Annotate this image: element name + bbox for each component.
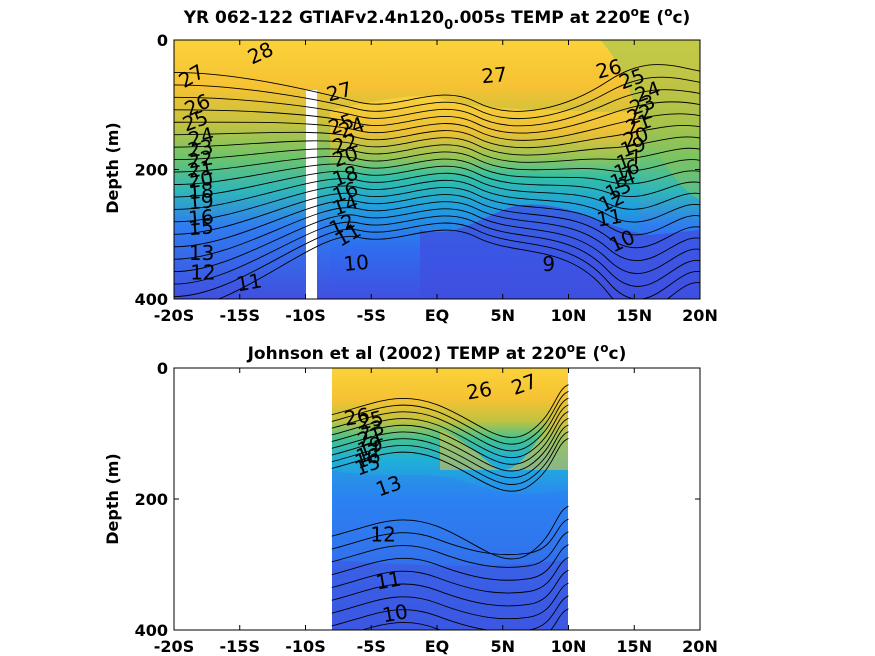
contour-label: 9 (542, 252, 555, 276)
contour-label: 13 (189, 241, 214, 265)
contour-line (331, 582, 569, 620)
x-tick-label: -5S (357, 637, 386, 656)
contour-line (331, 397, 569, 452)
x-tick-label: -15S (220, 306, 260, 325)
x-tick-label: 20N (682, 306, 718, 325)
contour-line (174, 208, 700, 274)
contour-label: 23 (186, 134, 215, 162)
contour-label: 27 (481, 62, 508, 88)
contour-line (174, 194, 700, 249)
contour-label: 10 (342, 250, 369, 276)
y-tick-label: 200 (135, 161, 168, 180)
contour-line (174, 172, 700, 210)
contour-line (331, 438, 569, 492)
x-tick-label: -20S (154, 306, 194, 325)
y-tick-label: 200 (135, 490, 168, 509)
contour-line (174, 101, 700, 134)
contour-line (174, 144, 700, 163)
x-tick-label: EQ (425, 637, 450, 656)
chart-title: YR 062-122 GTIAFv2.4n1200.005s TEMP at 2… (183, 5, 691, 33)
contour-line (331, 544, 569, 581)
y-tick-label: 400 (135, 290, 168, 309)
contour-line (174, 215, 700, 287)
contour-line (331, 569, 569, 607)
contour-line (331, 531, 569, 568)
y-tick-label: 400 (135, 621, 168, 640)
contour-line (331, 431, 569, 485)
chart-title: Johnson et al (2002) TEMP at 220oE (oc) (247, 341, 627, 364)
contour-line (331, 505, 569, 560)
contour-label: 16 (187, 205, 214, 231)
contour-label: 10 (380, 599, 409, 627)
contour-line (331, 557, 569, 594)
contour-label: 11 (595, 204, 624, 232)
contour-label: 12 (190, 261, 215, 285)
contour-label: 26 (465, 377, 494, 405)
contour-line (174, 89, 700, 127)
contour-label: 12 (370, 523, 395, 547)
contour-label: 19 (187, 188, 214, 214)
x-tick-label: -20S (154, 637, 194, 656)
contour-label: 22 (186, 145, 215, 173)
chart-panel-1: YR 062-122 GTIAFv2.4n1200.005s TEMP at 2… (103, 5, 718, 325)
x-axis-ticks: -20S -15S -10S -5S EQ 5N 10N 15N 20N (154, 368, 718, 656)
contour-line (174, 179, 700, 223)
contour-label: 21 (186, 155, 215, 183)
y-axis-ticks: 0 200 400 (135, 359, 700, 640)
x-tick-label: EQ (425, 306, 450, 325)
contour-line (331, 384, 569, 438)
x-tick-label: 15N (616, 637, 652, 656)
contour-line (174, 76, 700, 120)
contour-line (174, 64, 700, 112)
x-tick-label: -10S (285, 637, 325, 656)
contour-line (331, 411, 569, 465)
contour-line (174, 113, 700, 141)
y-axis-label: Depth (m) (103, 453, 122, 545)
contour-label: 11 (234, 268, 263, 296)
y-tick-label: 0 (157, 31, 168, 50)
data-gap (306, 90, 317, 299)
contour-line (331, 391, 569, 445)
y-tick-label: 0 (157, 359, 168, 378)
x-tick-label: 20N (682, 637, 718, 656)
contour-line (331, 595, 569, 630)
y-axis-ticks: 0 200 400 (135, 31, 700, 309)
contour-line (174, 187, 700, 236)
chart-panel-2: Johnson et al (2002) TEMP at 220oE (oc) … (103, 341, 718, 656)
contour-label: 20 (186, 165, 215, 193)
x-tick-label: -5S (357, 306, 386, 325)
contour-label: 11 (374, 567, 403, 595)
x-tick-label: 10N (551, 637, 587, 656)
contour-line (174, 165, 700, 198)
contour-line (217, 229, 700, 299)
contour-label: 26 (342, 403, 371, 431)
contour-line (174, 124, 700, 149)
x-tick-label: -15S (220, 637, 260, 656)
contour-line (174, 222, 700, 299)
contour-line (174, 136, 700, 156)
contour-label: 15 (187, 214, 214, 240)
x-tick-label: 15N (616, 306, 652, 325)
contour-line (331, 404, 569, 459)
y-axis-label: Depth (m) (103, 122, 122, 214)
x-tick-label: 10N (551, 306, 587, 325)
x-axis-ticks: -20S -15S -10S -5S EQ 5N 10N 15N 20N (154, 40, 718, 325)
contour-line (360, 608, 569, 630)
contour-line (331, 518, 569, 556)
contour-line (174, 151, 700, 173)
contour-line (174, 158, 700, 185)
x-tick-label: -10S (285, 306, 325, 325)
contour-label: 18 (187, 178, 214, 204)
contour-line (331, 424, 569, 479)
contour-lines (174, 64, 700, 299)
x-tick-label: 5N (490, 637, 515, 656)
x-tick-label: 5N (490, 306, 515, 325)
contour-lines (331, 384, 569, 630)
contour-line (331, 417, 569, 472)
contour-line (174, 201, 700, 262)
